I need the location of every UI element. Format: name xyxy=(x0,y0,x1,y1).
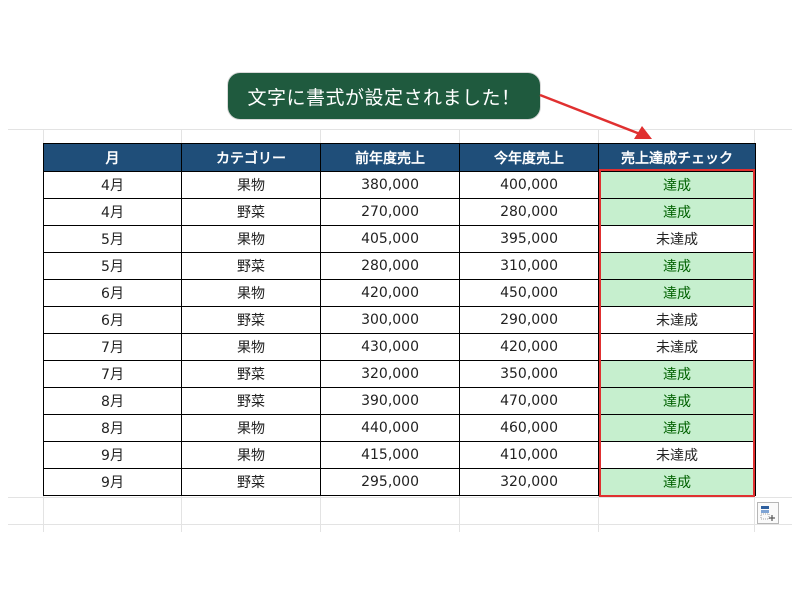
cell-curr-sales[interactable]: 320,000 xyxy=(459,468,599,496)
cell-check[interactable]: 達成 xyxy=(598,468,756,496)
cell-check[interactable]: 達成 xyxy=(598,387,756,415)
cell-check[interactable]: 未達成 xyxy=(598,225,756,253)
quick-analysis-button[interactable] xyxy=(757,502,779,524)
cell-check[interactable]: 達成 xyxy=(598,414,756,442)
cell-category[interactable]: 野菜 xyxy=(181,252,321,280)
grid-line xyxy=(8,497,792,498)
cell-category[interactable]: 野菜 xyxy=(181,360,321,388)
cell-curr-sales[interactable]: 395,000 xyxy=(459,225,599,253)
cell-prev-sales[interactable]: 430,000 xyxy=(320,333,460,361)
cell-prev-sales[interactable]: 405,000 xyxy=(320,225,460,253)
table-row: 6月 果物 420,000 450,000 達成 xyxy=(43,279,756,307)
table-row: 9月 野菜 295,000 320,000 達成 xyxy=(43,468,756,496)
cell-category[interactable]: 野菜 xyxy=(181,468,321,496)
cell-curr-sales[interactable]: 460,000 xyxy=(459,414,599,442)
cell-month[interactable]: 5月 xyxy=(43,225,182,253)
cell-prev-sales[interactable]: 390,000 xyxy=(320,387,460,415)
header-curr-sales[interactable]: 今年度売上 xyxy=(459,143,599,172)
header-category[interactable]: カテゴリー xyxy=(181,143,321,172)
cell-category[interactable]: 果物 xyxy=(181,171,321,199)
grid-line xyxy=(8,129,792,130)
cell-curr-sales[interactable]: 290,000 xyxy=(459,306,599,334)
cell-check[interactable]: 未達成 xyxy=(598,441,756,469)
callout-text: 文字に書式が設定されました！ xyxy=(247,86,521,109)
cell-category[interactable]: 野菜 xyxy=(181,198,321,226)
cell-curr-sales[interactable]: 420,000 xyxy=(459,333,599,361)
cell-category[interactable]: 野菜 xyxy=(181,387,321,415)
sales-table: 月 カテゴリー 前年度売上 今年度売上 売上達成チェック 4月 果物 380,000… xyxy=(43,143,756,496)
table-row: 9月 果物 415,000 410,000 未達成 xyxy=(43,441,756,469)
cell-month[interactable]: 6月 xyxy=(43,279,182,307)
table-row: 4月 野菜 270,000 280,000 達成 xyxy=(43,198,756,226)
cell-curr-sales[interactable]: 350,000 xyxy=(459,360,599,388)
cell-curr-sales[interactable]: 400,000 xyxy=(459,171,599,199)
cell-month[interactable]: 8月 xyxy=(43,387,182,415)
cell-month[interactable]: 9月 xyxy=(43,468,182,496)
table-row: 8月 野菜 390,000 470,000 達成 xyxy=(43,387,756,415)
cell-check[interactable]: 未達成 xyxy=(598,306,756,334)
cell-category[interactable]: 果物 xyxy=(181,333,321,361)
cell-month[interactable]: 7月 xyxy=(43,333,182,361)
header-prev-sales[interactable]: 前年度売上 xyxy=(320,143,460,172)
cell-category[interactable]: 果物 xyxy=(181,279,321,307)
cell-category[interactable]: 野菜 xyxy=(181,306,321,334)
cell-curr-sales[interactable]: 470,000 xyxy=(459,387,599,415)
table-row: 4月 果物 380,000 400,000 達成 xyxy=(43,171,756,199)
table-row: 7月 野菜 320,000 350,000 達成 xyxy=(43,360,756,388)
cell-prev-sales[interactable]: 270,000 xyxy=(320,198,460,226)
cell-month[interactable]: 8月 xyxy=(43,414,182,442)
cell-prev-sales[interactable]: 415,000 xyxy=(320,441,460,469)
cell-check[interactable]: 達成 xyxy=(598,360,756,388)
cell-prev-sales[interactable]: 440,000 xyxy=(320,414,460,442)
table-row: 5月 野菜 280,000 310,000 達成 xyxy=(43,252,756,280)
cell-curr-sales[interactable]: 310,000 xyxy=(459,252,599,280)
cell-check[interactable]: 達成 xyxy=(598,252,756,280)
cell-prev-sales[interactable]: 380,000 xyxy=(320,171,460,199)
cell-category[interactable]: 果物 xyxy=(181,225,321,253)
header-check[interactable]: 売上達成チェック xyxy=(598,143,756,172)
cell-curr-sales[interactable]: 280,000 xyxy=(459,198,599,226)
cell-month[interactable]: 9月 xyxy=(43,441,182,469)
cell-category[interactable]: 果物 xyxy=(181,414,321,442)
table-row: 7月 果物 430,000 420,000 未達成 xyxy=(43,333,756,361)
grid-line xyxy=(8,524,792,525)
cell-curr-sales[interactable]: 450,000 xyxy=(459,279,599,307)
cell-month[interactable]: 7月 xyxy=(43,360,182,388)
cell-check[interactable]: 達成 xyxy=(598,198,756,226)
header-row: 月 カテゴリー 前年度売上 今年度売上 売上達成チェック xyxy=(43,143,756,172)
cell-prev-sales[interactable]: 300,000 xyxy=(320,306,460,334)
cell-prev-sales[interactable]: 280,000 xyxy=(320,252,460,280)
table-row: 5月 果物 405,000 395,000 未達成 xyxy=(43,225,756,253)
header-month[interactable]: 月 xyxy=(43,143,182,172)
callout-bubble: 文字に書式が設定されました！ xyxy=(228,73,540,119)
cell-prev-sales[interactable]: 320,000 xyxy=(320,360,460,388)
cell-category[interactable]: 果物 xyxy=(181,441,321,469)
cell-curr-sales[interactable]: 410,000 xyxy=(459,441,599,469)
cell-month[interactable]: 4月 xyxy=(43,198,182,226)
quick-analysis-icon xyxy=(760,506,775,521)
cell-month[interactable]: 4月 xyxy=(43,171,182,199)
cell-check[interactable]: 達成 xyxy=(598,171,756,199)
cell-prev-sales[interactable]: 420,000 xyxy=(320,279,460,307)
cell-check[interactable]: 達成 xyxy=(598,279,756,307)
cell-month[interactable]: 5月 xyxy=(43,252,182,280)
cell-check[interactable]: 未達成 xyxy=(598,333,756,361)
cell-month[interactable]: 6月 xyxy=(43,306,182,334)
table-row: 8月 果物 440,000 460,000 達成 xyxy=(43,414,756,442)
table-row: 6月 野菜 300,000 290,000 未達成 xyxy=(43,306,756,334)
cell-prev-sales[interactable]: 295,000 xyxy=(320,468,460,496)
